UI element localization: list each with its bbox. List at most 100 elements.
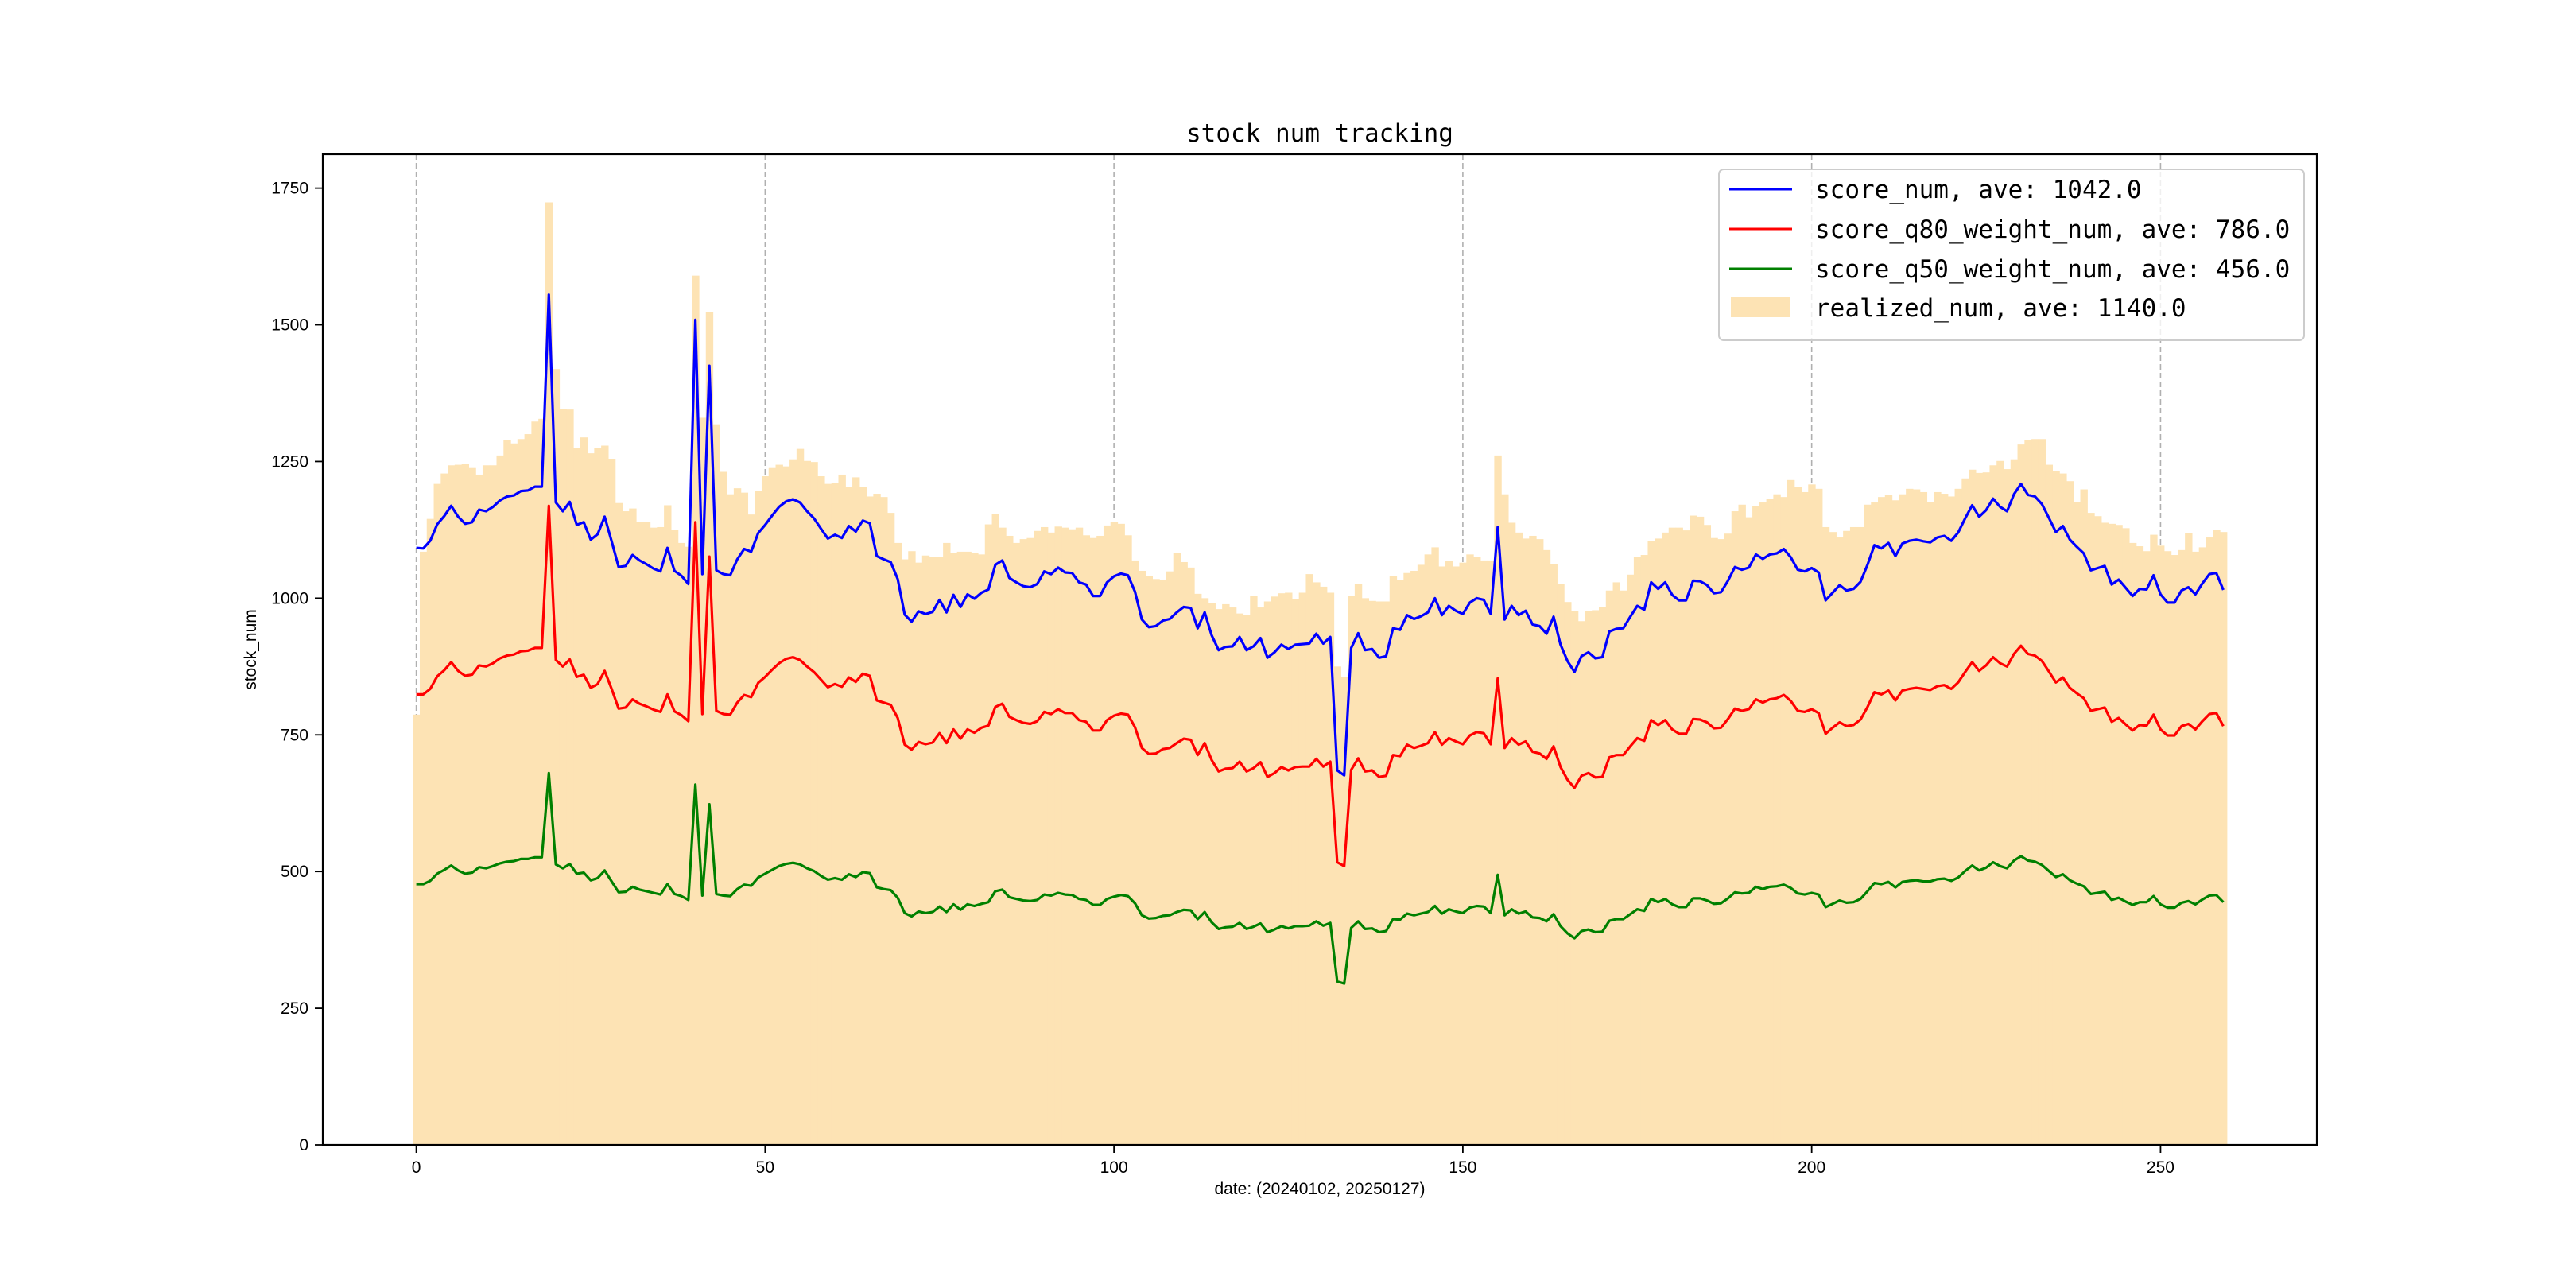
bar (1417, 564, 1426, 1145)
bar (503, 440, 511, 1145)
bar (685, 546, 692, 1145)
bar (1236, 613, 1244, 1145)
bar (2122, 528, 2130, 1145)
legend-box (1718, 169, 2305, 341)
bar (622, 511, 630, 1145)
bar (1912, 489, 1921, 1145)
bar (1452, 566, 1461, 1145)
bar (1054, 526, 1062, 1145)
bar (433, 483, 441, 1145)
bar (1298, 592, 1307, 1145)
bar (636, 522, 644, 1145)
bar (1487, 560, 1495, 1145)
bar (956, 551, 965, 1145)
bar (2024, 440, 2032, 1145)
bar (1445, 561, 1453, 1145)
bar (2031, 439, 2039, 1145)
bar (2220, 532, 2228, 1145)
bar (2052, 471, 2060, 1145)
bar (761, 476, 770, 1145)
bar (1780, 497, 1788, 1145)
bar (894, 542, 902, 1145)
bar (810, 462, 818, 1145)
y-tick-label: 1250 (271, 452, 308, 471)
bar (2087, 513, 2095, 1145)
bar (1201, 598, 1209, 1145)
bar (1661, 532, 1670, 1145)
line-score-num (416, 293, 2225, 777)
bar (1542, 549, 1551, 1145)
bar (496, 455, 504, 1145)
bar (2108, 523, 2116, 1145)
bar (1069, 529, 1077, 1145)
bar (1529, 535, 1537, 1145)
x-tick-label: 0 (412, 1158, 421, 1177)
bar (984, 524, 993, 1145)
score-lines (416, 293, 2225, 985)
bar (755, 491, 762, 1145)
bar (1585, 611, 1593, 1145)
bar (838, 474, 846, 1145)
bar (1655, 538, 1662, 1145)
bar (991, 514, 999, 1145)
bar (2038, 439, 2046, 1145)
bar (2157, 545, 2165, 1145)
x-tick-label: 100 (1100, 1158, 1128, 1177)
bar (1668, 527, 1677, 1145)
bar (2045, 464, 2054, 1145)
bar (1326, 592, 1335, 1145)
x-axis-ticks: 0 50 100 150 200 250 (412, 1145, 2174, 1177)
bar (1180, 561, 1188, 1145)
bar (1934, 491, 1942, 1145)
bar (657, 526, 665, 1145)
bar (1243, 615, 1251, 1145)
bar (1647, 541, 1655, 1145)
bar (1257, 607, 1265, 1145)
axes-frame (321, 153, 2318, 1146)
bar (1919, 491, 1928, 1145)
bar (1787, 479, 1795, 1145)
bar (1305, 574, 1313, 1145)
bar (1982, 472, 1991, 1145)
bar (2191, 551, 2200, 1145)
bar (448, 465, 456, 1145)
bar (1026, 537, 1034, 1145)
bar (2185, 533, 2193, 1145)
bar (2059, 473, 2067, 1145)
bar (1438, 566, 1446, 1145)
bar (1612, 582, 1620, 1145)
bar (1507, 522, 1516, 1145)
bar (740, 492, 749, 1145)
bar (698, 417, 707, 1145)
bar (1577, 621, 1586, 1145)
bar (1766, 499, 1774, 1145)
bar (1899, 494, 1907, 1145)
bar (426, 518, 435, 1145)
bar (1089, 537, 1097, 1145)
bar (1159, 579, 1167, 1145)
bar (1228, 607, 1237, 1145)
bar (1501, 494, 1509, 1145)
bar (629, 508, 637, 1145)
bar (1954, 488, 1962, 1145)
bar (489, 465, 498, 1145)
y-tick-label: 500 (281, 863, 308, 881)
bar (1222, 603, 1230, 1145)
bar (803, 460, 811, 1145)
bar (587, 453, 595, 1145)
bar (615, 502, 623, 1145)
x-tick-label: 250 (2147, 1158, 2174, 1177)
bar (1821, 526, 1830, 1145)
bar (1808, 484, 1816, 1145)
bar (1975, 472, 1984, 1145)
y-tick-label: 0 (299, 1136, 308, 1154)
line-score-q50-weight-num (416, 771, 2225, 985)
bar (566, 409, 574, 1145)
bar (1640, 555, 1649, 1145)
bar (824, 483, 832, 1145)
bar (517, 439, 526, 1145)
bar (1480, 560, 1488, 1145)
bar (886, 513, 895, 1145)
y-tick-label: 750 (281, 726, 308, 744)
